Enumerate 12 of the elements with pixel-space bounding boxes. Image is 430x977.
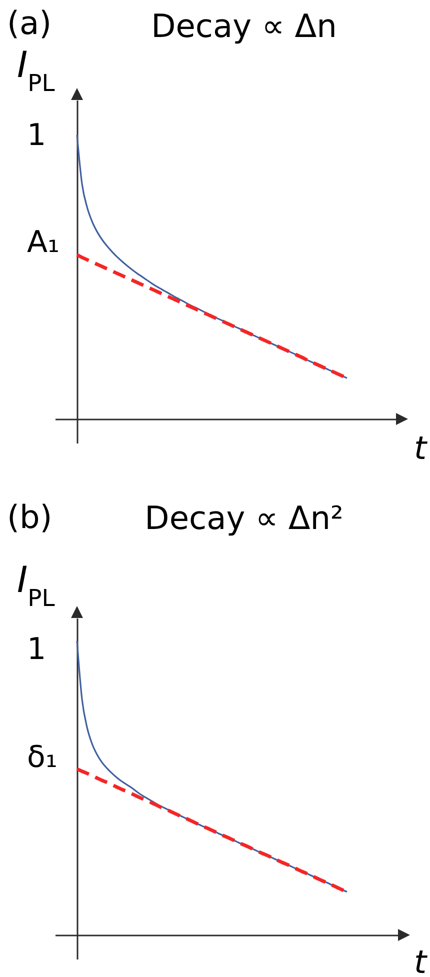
x-axis-title: t [414, 429, 428, 467]
chart-title: Decay ∝ Δn [151, 7, 337, 45]
y-axis-title: I$_{PL}$ [17, 45, 55, 97]
text: (a) [7, 4, 52, 42]
chart-title: Decay ∝ Δn² [144, 499, 344, 537]
text: δ₁ [27, 740, 58, 775]
y-axis-title: I$_{PL}$ [17, 560, 55, 612]
text: (b) [7, 498, 52, 536]
text: 1 [27, 118, 46, 153]
text: 1 [27, 632, 46, 667]
text: A₁ [27, 225, 60, 260]
x-axis-title: t [414, 943, 428, 977]
